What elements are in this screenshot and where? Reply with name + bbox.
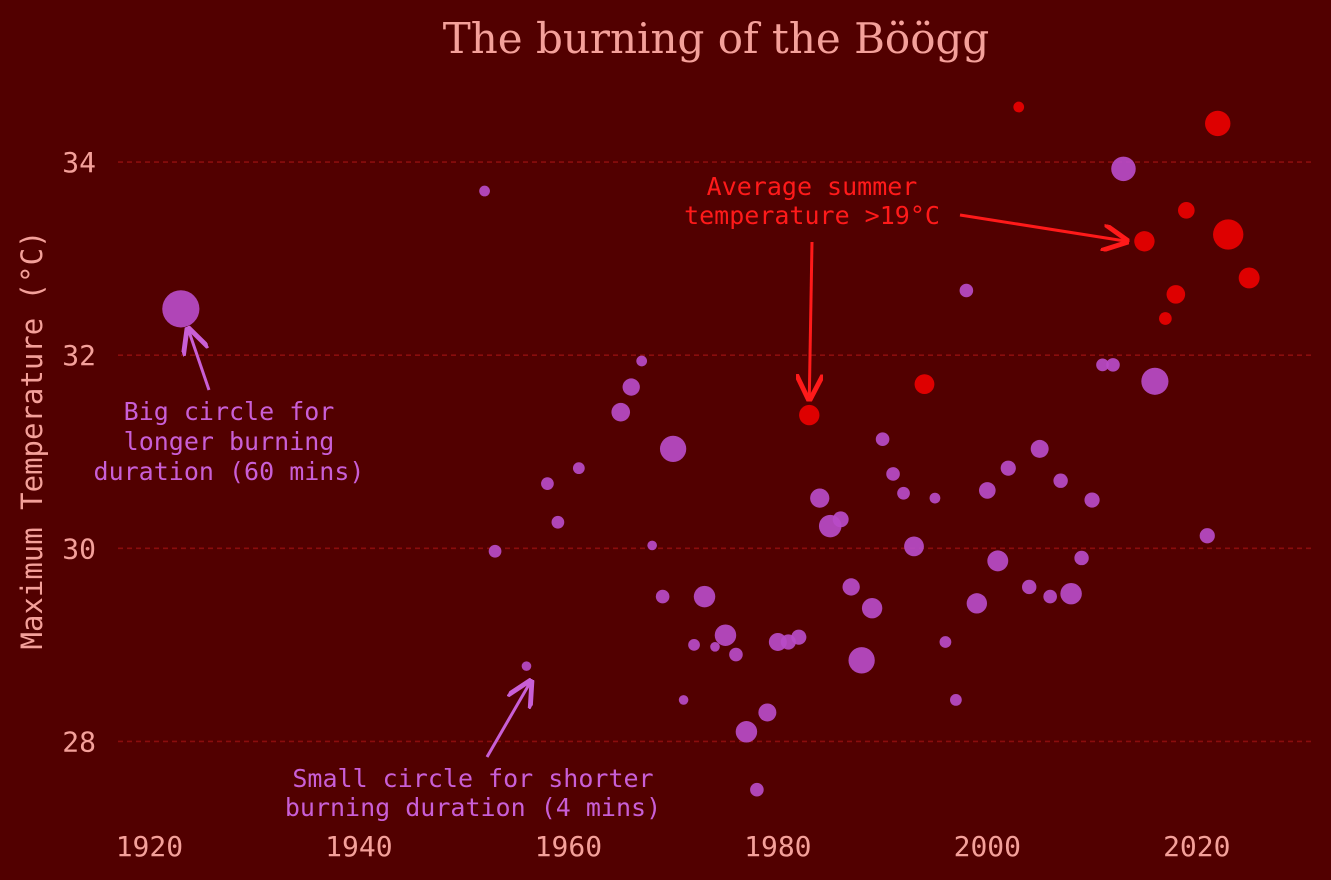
data-point: [162, 290, 200, 328]
x-tick-label: 1940: [325, 830, 392, 863]
data-point: [1199, 528, 1215, 544]
annotation-arrow-hot: [809, 241, 812, 399]
data-point: [875, 432, 890, 446]
x-axis-tick-labels: 1920 1940 1960 1980 2000 2020: [116, 830, 1231, 863]
data-point: [842, 578, 860, 596]
data-point: [479, 185, 490, 197]
data-point: [750, 782, 764, 797]
data-point: [966, 593, 988, 614]
data-point: [832, 511, 849, 528]
x-tick-label: 1920: [116, 830, 183, 863]
y-tick-label: 34: [62, 146, 96, 179]
data-point: [611, 402, 631, 422]
data-point-hot: [1159, 312, 1172, 325]
y-axis-label: Maximum Temperature (°C): [15, 230, 49, 649]
data-point: [541, 477, 554, 490]
annotation-big: Big circle for longer burning duration (60…: [94, 397, 365, 486]
annotation-small: Small circle for shorter burning duration…: [285, 764, 661, 822]
x-tick-label: 1980: [744, 830, 811, 863]
data-point: [1111, 156, 1136, 182]
data-point-hot: [1013, 101, 1025, 113]
data-point: [929, 492, 941, 504]
data-point: [636, 355, 648, 367]
annotation-hot: Average summer temperature >19°C: [684, 172, 940, 230]
data-point-hot: [1213, 219, 1244, 250]
data-point: [693, 585, 716, 608]
data-point: [647, 540, 657, 551]
data-point: [1141, 367, 1169, 395]
annotations: Average summer temperature >19°C Big circl…: [94, 172, 1127, 822]
data-point: [714, 624, 737, 646]
data-point: [735, 721, 758, 743]
y-tick-label: 32: [62, 339, 96, 372]
y-tick-label: 28: [62, 725, 96, 758]
data-point: [572, 462, 585, 475]
data-point: [1096, 358, 1109, 372]
data-point-hot: [1205, 110, 1231, 137]
y-tick-label: 30: [62, 532, 96, 565]
data-point: [939, 636, 952, 648]
data-point: [729, 647, 743, 662]
data-point: [551, 515, 565, 529]
data-point: [886, 467, 900, 481]
data-point-hot: [1178, 202, 1195, 219]
x-tick-label: 2000: [954, 830, 1021, 863]
data-point: [904, 536, 924, 557]
data-point-hot: [914, 374, 935, 395]
annotation-arrow-hot: [959, 213, 1127, 241]
data-point: [861, 598, 883, 619]
data-point: [810, 488, 830, 508]
data-point: [688, 639, 700, 651]
data-point: [655, 589, 670, 604]
data-point: [959, 283, 974, 298]
data-points: [162, 101, 1260, 797]
annotation-arrow-small: [485, 682, 531, 758]
data-point: [659, 435, 687, 463]
data-point-hot: [1238, 267, 1260, 289]
data-point-hot: [1134, 231, 1155, 252]
x-tick-label: 1960: [535, 830, 602, 863]
data-point: [791, 629, 807, 645]
data-point: [622, 378, 640, 396]
data-point: [950, 694, 962, 706]
data-point: [1053, 473, 1068, 488]
y-axis-tick-labels: 28 30 32 34: [62, 146, 96, 758]
data-point: [758, 703, 777, 722]
data-point: [1084, 492, 1100, 508]
data-point: [1000, 460, 1016, 476]
data-point: [1074, 550, 1089, 566]
data-point: [987, 550, 1009, 572]
data-point-hot: [799, 404, 820, 426]
data-point: [1043, 589, 1057, 604]
data-point: [678, 695, 689, 705]
data-point: [979, 482, 996, 499]
x-tick-label: 2020: [1163, 830, 1230, 863]
data-point: [1030, 439, 1049, 458]
data-point: [521, 661, 532, 671]
data-point: [1106, 358, 1120, 372]
data-point: [488, 544, 502, 558]
data-point: [897, 486, 910, 500]
data-point: [848, 647, 875, 674]
data-point: [710, 642, 720, 652]
data-point: [1022, 579, 1037, 595]
annotation-arrow-big: [188, 329, 211, 391]
data-point: [1060, 582, 1082, 605]
data-point-hot: [1166, 285, 1186, 304]
grid-lines: [118, 161, 1312, 743]
chart-title: The burning of the Böögg: [443, 14, 990, 63]
